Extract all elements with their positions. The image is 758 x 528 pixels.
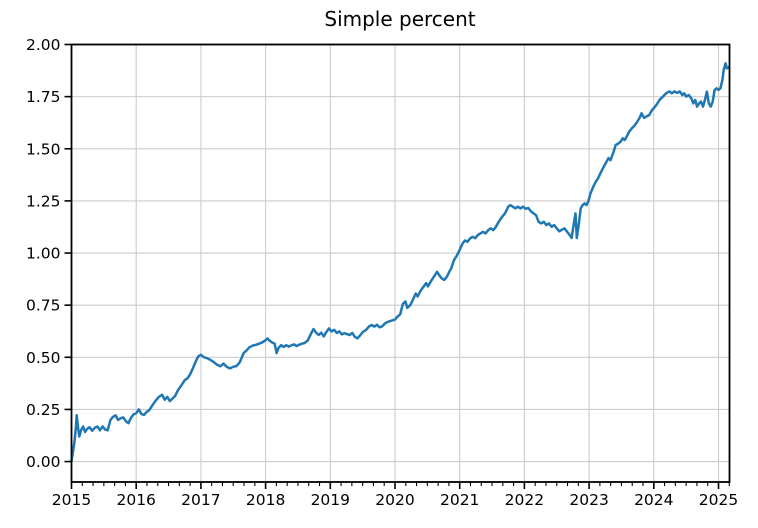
plot-border (70, 43, 731, 483)
y-tick-label: 0.50 (26, 349, 61, 367)
x-tick-label: 2025 (699, 491, 738, 509)
x-tick-label: 2018 (246, 491, 285, 509)
chart-title: Simple percent (324, 7, 476, 31)
x-tick-label: 2022 (505, 491, 544, 509)
y-tick-label: 1.00 (26, 245, 61, 263)
y-tick-label: 2.00 (26, 36, 61, 54)
y-tick-label: 1.25 (26, 192, 61, 210)
data-line (70, 62, 731, 463)
y-tick-label: 1.50 (26, 140, 61, 158)
x-tick-label: 2015 (52, 491, 91, 509)
y-tick-label: 0.25 (26, 401, 61, 419)
x-tick-label: 2017 (181, 491, 220, 509)
x-tick-label: 2016 (116, 491, 155, 509)
y-tick-label: 0.00 (26, 453, 61, 471)
x-tick-label: 2019 (311, 491, 350, 509)
y-tick-label: 0.75 (26, 297, 61, 315)
y-tick-label: 1.75 (26, 88, 61, 106)
x-tick-label: 2020 (375, 491, 414, 509)
x-tick-label: 2021 (440, 491, 479, 509)
x-tick-label: 2023 (569, 491, 608, 509)
x-tick-label: 2024 (634, 491, 673, 509)
